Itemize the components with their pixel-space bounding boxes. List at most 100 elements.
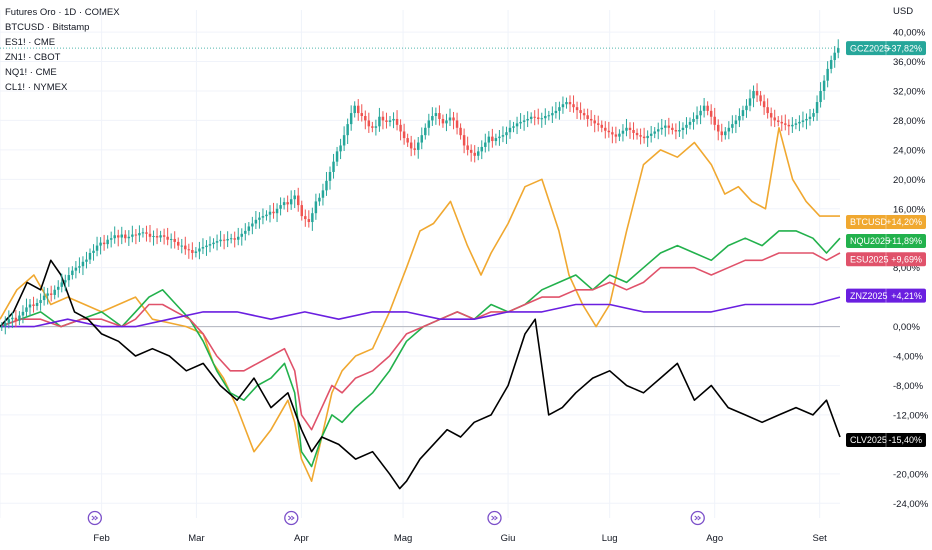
candle-body xyxy=(512,126,515,128)
candle-body xyxy=(127,236,131,239)
candle-body xyxy=(364,116,367,121)
candle-body xyxy=(81,261,85,267)
candle-body xyxy=(477,151,480,156)
candle-body xyxy=(289,199,293,205)
legend-zn1[interactable]: ZN1! · CBOT xyxy=(5,52,61,63)
candle-body xyxy=(14,317,18,321)
candle-body xyxy=(378,116,381,127)
candle-body xyxy=(109,238,113,240)
candle-body xyxy=(141,232,145,234)
candle-body xyxy=(533,116,536,118)
candle-body xyxy=(42,295,46,301)
price-tag-bg xyxy=(846,41,926,56)
candle-body xyxy=(791,124,794,127)
candle-body xyxy=(335,151,339,162)
candle-body xyxy=(145,232,148,234)
candle-body xyxy=(117,235,120,238)
candle-body xyxy=(166,236,169,240)
candle-body xyxy=(678,130,681,132)
candle-body xyxy=(106,239,109,245)
price-tag-symbol: ZNZ2025 xyxy=(850,291,888,301)
candle-body xyxy=(194,251,198,253)
candle-body xyxy=(300,205,303,217)
candle-body xyxy=(702,105,706,111)
candle-body xyxy=(78,266,81,268)
candle-body xyxy=(829,60,833,69)
candle-body xyxy=(660,127,663,130)
candle-body xyxy=(755,90,759,96)
candle-body xyxy=(614,134,618,137)
candle-body xyxy=(455,120,459,128)
time-tick-label: Mag xyxy=(394,533,412,544)
candle-body xyxy=(522,120,526,122)
candle-body xyxy=(561,104,565,108)
legend-btcusd[interactable]: BTCUSD · Bitstamp xyxy=(5,22,90,33)
candle-body xyxy=(748,98,752,106)
legend-main-symbol[interactable]: Futures Oro · 1D · COMEX xyxy=(5,7,120,18)
candle-body xyxy=(49,293,53,295)
price-tick-label: -24,00% xyxy=(893,499,929,510)
candle-body xyxy=(769,113,773,118)
price-tag-esu2025: ESU2025 +9,69% xyxy=(846,252,926,267)
candle-body xyxy=(688,121,692,125)
candle-body xyxy=(297,195,300,206)
event-marker-icon[interactable] xyxy=(87,510,102,526)
candle-body xyxy=(819,90,822,103)
candle-body xyxy=(131,234,134,237)
candle-body xyxy=(28,304,32,308)
candle-body xyxy=(392,118,395,121)
legend-cl1[interactable]: CL1! · NYMEX xyxy=(5,82,68,93)
event-marker-icon[interactable] xyxy=(284,510,299,526)
legend-nq1[interactable]: NQ1! · CME xyxy=(5,67,57,78)
candle-body xyxy=(558,107,561,111)
candle-body xyxy=(551,113,554,116)
candle-body xyxy=(681,127,685,131)
candle-body xyxy=(515,123,519,127)
candle-body xyxy=(801,120,805,122)
candle-body xyxy=(71,270,74,276)
candle-body xyxy=(498,136,501,139)
price-tag-value: +14,20% xyxy=(886,217,922,227)
candle-body xyxy=(646,135,649,139)
candle-body xyxy=(212,242,215,245)
candle-body xyxy=(205,245,208,248)
candle-body xyxy=(540,118,543,120)
candle-body xyxy=(332,161,335,172)
candle-body xyxy=(226,238,229,241)
price-tag-value: +37,82% xyxy=(886,43,922,53)
candle-body xyxy=(134,234,138,236)
candle-body xyxy=(385,120,388,122)
legend-es1[interactable]: ES1! · CME xyxy=(5,37,56,48)
candle-body xyxy=(445,120,448,124)
price-tag-bg xyxy=(846,432,926,447)
candle-body xyxy=(741,110,745,117)
event-marker-icon[interactable] xyxy=(487,510,502,526)
candle-body xyxy=(258,217,261,220)
candle-body xyxy=(180,245,183,247)
candle-body xyxy=(399,124,402,132)
candle-body xyxy=(374,126,378,128)
event-marker-icon[interactable] xyxy=(690,510,705,526)
price-tick-label: 28,00% xyxy=(893,116,926,127)
candle-body xyxy=(222,239,226,241)
price-tag-btcusd: BTCUSD +14,20% xyxy=(846,215,926,230)
candle-body xyxy=(815,102,819,114)
currency-label[interactable]: USD xyxy=(893,6,914,17)
candle-body xyxy=(487,136,491,143)
candle-body xyxy=(448,117,452,121)
series-layer xyxy=(0,127,841,490)
event-arrows xyxy=(491,515,498,521)
candle-body xyxy=(706,105,709,111)
candle-body xyxy=(346,124,349,136)
candle-body xyxy=(572,104,575,108)
candle-body xyxy=(639,135,642,137)
candle-body xyxy=(505,132,508,136)
candle-body xyxy=(473,152,476,156)
candle-body xyxy=(233,238,236,240)
candle-body xyxy=(787,124,791,127)
candle-body xyxy=(724,131,727,136)
candle-body xyxy=(780,121,783,124)
candle-body xyxy=(254,219,258,224)
candle-body xyxy=(240,233,243,237)
